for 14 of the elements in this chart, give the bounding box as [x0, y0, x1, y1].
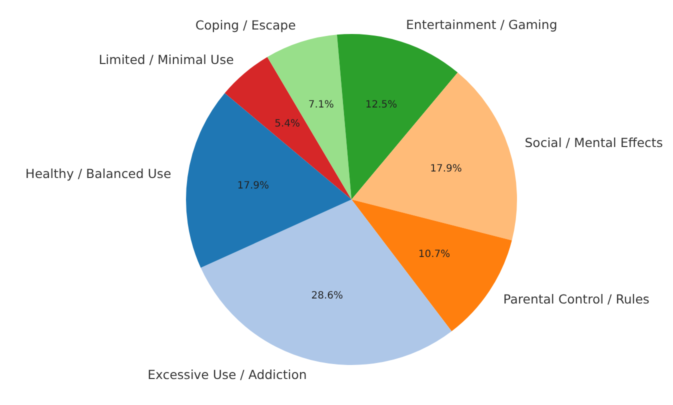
slice-label: Coping / Escape: [195, 17, 296, 32]
slice-label: Social / Mental Effects: [524, 134, 663, 150]
slice-label: Entertainment / Gaming: [406, 17, 558, 32]
data-label: 10.7%: [418, 248, 450, 260]
data-label: 7.1%: [308, 100, 334, 111]
data-label: 17.9%: [237, 180, 270, 192]
slice-label: Healthy / Balanced Use: [25, 166, 172, 182]
slice-label: Excessive Use / Addiction: [148, 367, 307, 382]
slice-label: Parental Control / Rules: [503, 291, 650, 306]
slice-label: Limited / Minimal Use: [98, 52, 234, 67]
data-label: 28.6%: [311, 290, 344, 302]
data-label: 5.4%: [274, 118, 300, 130]
data-label: 12.5%: [365, 99, 398, 110]
data-label: 17.9%: [430, 164, 462, 175]
